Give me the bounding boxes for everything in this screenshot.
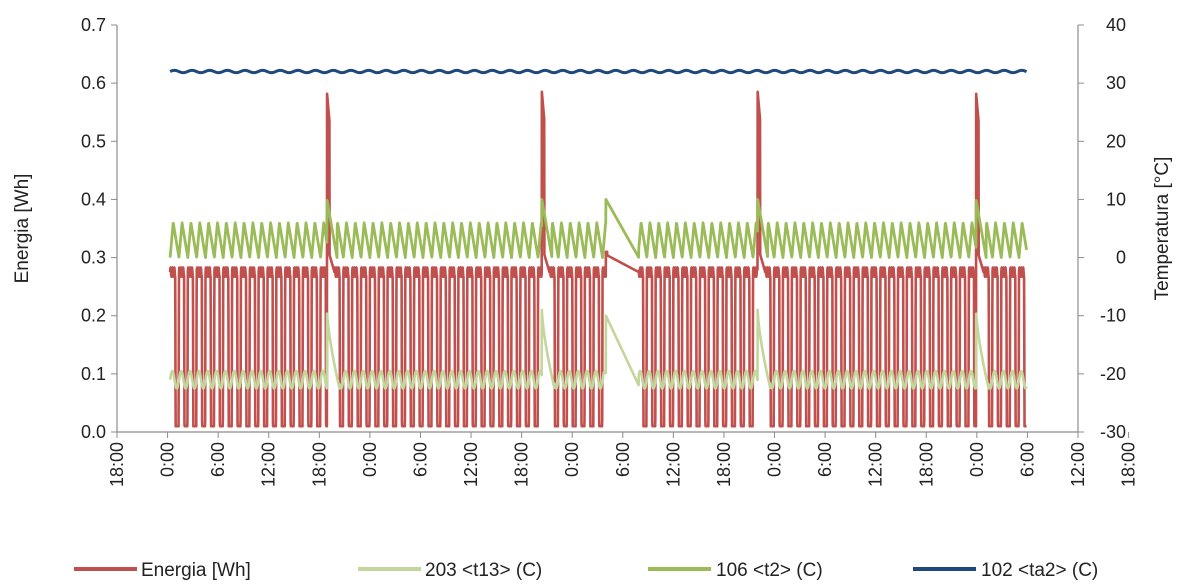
y-left-tick-label: 0.1 (81, 364, 106, 384)
y-right-tick-label: 40 (1106, 15, 1126, 35)
x-tick-label: 12:00 (1068, 442, 1088, 487)
x-tick-label: 0:00 (360, 442, 380, 477)
axes: 0.0 0.1 0.2 0.3 0.4 0.5 0.6 0.7 -30 -20 -10 0 10 20 30… (12, 15, 1173, 487)
y-right-tick-label: -20 (1100, 364, 1126, 384)
x-tick-label: 18:00 (714, 442, 734, 487)
legend-ta2-label: 102 <ta2> (C) (981, 560, 1098, 581)
x-tick-label: 18:00 (1119, 442, 1139, 487)
legend-t13: 203 <t13> (C) (358, 560, 542, 581)
series-t2-line (168, 198, 1028, 259)
y-right-tick-label: 20 (1106, 131, 1126, 151)
legend-t2: 106 <t2> (C) (648, 560, 823, 581)
y-left-tick-label: 0.7 (81, 15, 106, 35)
x-tick-label: 12:00 (866, 442, 886, 487)
legend-ta2: 102 <ta2> (C) (913, 560, 1098, 581)
legend-energia: Energia [Wh] (74, 560, 251, 581)
y-right-tick-label: 10 (1106, 189, 1126, 209)
plot-series (168, 68, 1028, 428)
y-right-tick-label: -10 (1100, 306, 1126, 326)
y-right-tick-label: 0 (1116, 248, 1126, 268)
x-tick-label: 12:00 (259, 442, 279, 487)
series-energia-line (168, 90, 1028, 428)
series-t13-line (168, 308, 1028, 390)
legend-t2-label: 106 <t2> (C) (716, 560, 823, 581)
y-left-tick-label: 0.5 (81, 131, 106, 151)
x-tick-label: 0:00 (765, 442, 785, 477)
y-right-axis-title: Temperatura [°C] (1152, 157, 1173, 301)
legend-energia-label: Energia [Wh] (141, 560, 251, 581)
x-tick-label: 0:00 (158, 442, 178, 477)
x-tick-label: 0:00 (967, 442, 987, 477)
y-right-tick-label: 30 (1106, 73, 1126, 93)
x-tick-label: 18:00 (107, 442, 127, 487)
legend: Energia [Wh] 203 <t13> (C) 106 <t2> (C) 102… (74, 560, 1098, 581)
y-left-tick-label: 0.4 (81, 189, 106, 209)
x-tick-label: 12:00 (461, 442, 481, 487)
y-left-tick-label: 0.2 (81, 306, 106, 326)
legend-t13-label: 203 <t13> (C) (425, 560, 542, 581)
x-tick-label: 6:00 (208, 442, 228, 477)
y-left-tick-label: 0.0 (81, 422, 106, 442)
x-tick-label: 18:00 (916, 442, 936, 487)
y-left-tick-label: 0.6 (81, 73, 106, 93)
x-tick-label: 18:00 (309, 442, 329, 487)
series-ta2-line (168, 68, 1028, 75)
x-tick-label: 0:00 (562, 442, 582, 477)
x-tick-label: 6:00 (613, 442, 633, 477)
x-tick-label: 6:00 (1017, 442, 1037, 477)
x-tick-label: 18:00 (512, 442, 532, 487)
x-tick-label: 6:00 (815, 442, 835, 477)
y-left-tick-label: 0.3 (81, 248, 106, 268)
y-left-axis-title: Energia [Wh] (12, 174, 33, 284)
x-tick-label: 12:00 (663, 442, 683, 487)
y-right-tick-label: -30 (1100, 422, 1126, 442)
x-tick-label: 6:00 (410, 442, 430, 477)
